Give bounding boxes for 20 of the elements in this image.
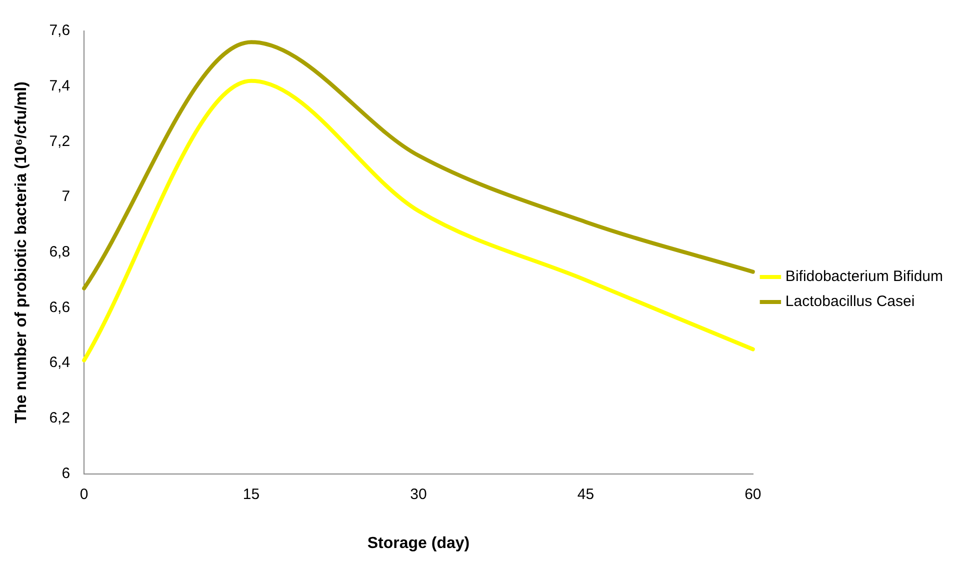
x-tick-label: 45 xyxy=(577,486,594,503)
x-axis-title: Storage (day) xyxy=(367,534,470,552)
x-tick-label: 60 xyxy=(744,486,762,503)
line-series xyxy=(82,78,755,362)
y-tick-label: 6,2 xyxy=(49,410,70,427)
y-tick-label: 7 xyxy=(62,188,70,206)
y-tick-label: 6,4 xyxy=(49,354,70,372)
y-tick-label: 6,8 xyxy=(49,244,70,261)
x-tick-label: 30 xyxy=(410,486,427,503)
x-tick-label: 0 xyxy=(80,486,88,503)
legend-label: Bifidobacterium Bifidum xyxy=(785,268,944,286)
y-axis-title: The number of probiotic bacteria (10⁶/cfu/ml) xyxy=(13,82,30,424)
y-tick-label: 7,4 xyxy=(49,77,70,94)
y-tick-label: 6 xyxy=(62,464,70,482)
y-tick-label: 7,2 xyxy=(49,132,70,150)
y-tick-label: 6,6 xyxy=(49,298,70,316)
y-tick-label: 7,6 xyxy=(49,22,70,40)
legend-label: Lactobacillus Casei xyxy=(785,293,915,310)
x-tick-label: 15 xyxy=(242,486,260,503)
line-series xyxy=(82,40,755,290)
